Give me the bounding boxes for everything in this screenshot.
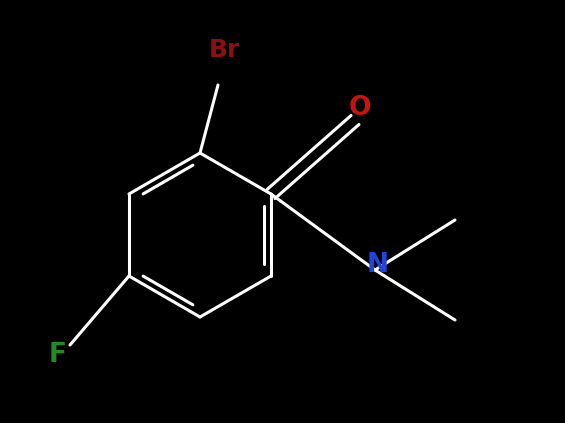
Text: Br: Br [208,38,240,62]
Text: O: O [349,95,371,121]
Text: N: N [367,252,389,278]
Text: F: F [49,342,67,368]
